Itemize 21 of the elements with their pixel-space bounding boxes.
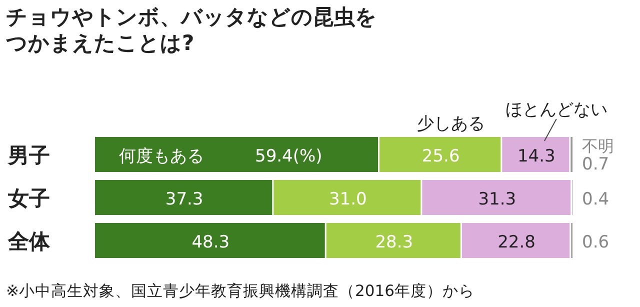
data-label: 0.6 (582, 232, 610, 252)
data-label: 48.3 (192, 232, 230, 252)
data-label: 28.3 (375, 232, 414, 252)
data-label: 0.4 (582, 190, 610, 210)
series-label: 少しある (416, 114, 485, 134)
series-label: 何度もある (119, 146, 204, 166)
y-tick-label: 全体 (7, 230, 51, 254)
data-label: 14.3 (517, 146, 556, 166)
data-label: 31.0 (328, 190, 367, 210)
chart-title: チョウやトンボ、バッタなどの昆虫をつかまえたことは? (6, 4, 378, 56)
data-label: 22.8 (498, 232, 536, 252)
data-label: 31.3 (478, 190, 516, 210)
text: ※小中高生対象、国立青少年教育振興機構調査（2016年度）から (6, 282, 474, 300)
data-label: 59.4(%) (255, 146, 322, 166)
series-label: 不明 (582, 136, 614, 156)
series-label: ほとんどない (505, 100, 608, 120)
y-tick-label: 女子 (7, 186, 50, 210)
y-tick-label: 男子 (7, 144, 50, 168)
data-label: 0.7 (582, 154, 610, 174)
data-label: 25.6 (422, 146, 460, 166)
data-label: 37.3 (165, 190, 204, 210)
